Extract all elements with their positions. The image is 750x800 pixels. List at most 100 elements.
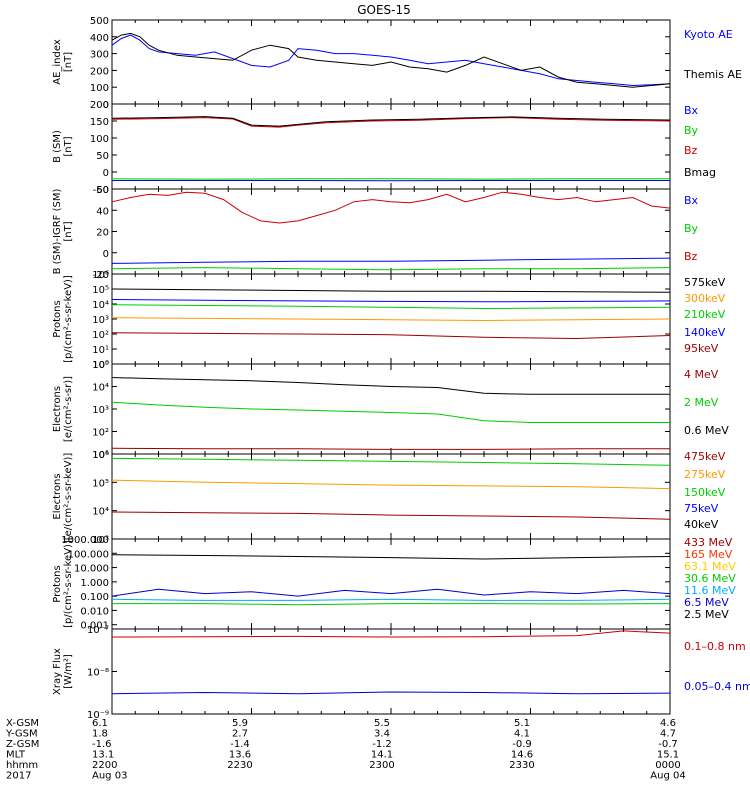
y-tick-label: 150 [90, 117, 109, 128]
series-line [111, 401, 670, 423]
footer-row-label: X-GSM [6, 718, 39, 729]
y-axis-label: Electrons [52, 386, 63, 432]
series-line [111, 691, 671, 695]
y-axis-label: [W/m²] [63, 654, 74, 689]
footer-value: 2300 [369, 760, 394, 771]
footer-value: 2330 [509, 760, 534, 771]
y-tick-label: 10⁰ [92, 360, 109, 371]
footer-value: 0000 [655, 760, 680, 771]
series-line [111, 288, 671, 293]
y-tick-label: 10⁶ [92, 270, 109, 281]
y-tick-label: 300 [90, 50, 109, 61]
series-line [111, 554, 671, 560]
legend-entry: 30.6 MeV [684, 572, 736, 585]
y-tick-label: 10⁻⁸ [87, 668, 109, 679]
legend-entry: 165 MeV [684, 548, 733, 561]
series-line [111, 630, 671, 638]
panel-6: 10³ 10⁴ 10⁵ 10⁶ Electrons [e/(cm²-s-sr-keV)] 4… [52, 450, 726, 546]
footer-value: 14.1 [371, 750, 393, 761]
y-tick-label: 10⁵ [92, 478, 109, 489]
footer-value: 4.7 [660, 729, 676, 740]
legend-entry: Kyoto AE [684, 28, 733, 41]
panel-7: 0.001 0.010 0.100 1.000 10.000 100.000 1000.00… [52, 535, 736, 632]
series-line [111, 377, 670, 395]
legend-entry: Bz [684, 250, 698, 263]
y-tick-label: -20 [93, 270, 109, 281]
legend-entry: 6.5 MeV [684, 596, 729, 609]
y-tick-label: 40 [96, 206, 109, 217]
footer-value: -0.9 [512, 739, 532, 750]
legend-entry: 95keV [684, 342, 719, 355]
series-line [111, 511, 671, 520]
legend-entry: Themis AE [683, 68, 742, 81]
y-tick-label: 0.100 [80, 592, 109, 603]
legend-entry: 575keV [684, 276, 726, 289]
series-line [111, 117, 671, 128]
y-axis-label: [p/(cm²-s-sr-keV)] [63, 275, 74, 363]
footer-value: -1.4 [230, 739, 250, 750]
series-line [111, 32, 671, 88]
footer-value: 2230 [227, 760, 252, 771]
y-tick-label: 0 [103, 168, 109, 179]
y-tick-label: 0 [103, 100, 109, 111]
legend-entry: Bz [684, 144, 698, 157]
y-axis-label: Electrons [52, 473, 63, 519]
legend-entry: 140keV [684, 326, 726, 339]
y-tick-label: 1.000 [80, 578, 109, 589]
legend-entry: 40keV [684, 518, 719, 531]
legend-entry: 4 MeV [684, 368, 719, 381]
y-axis-label: [p/(cm²-s-sr-keV)] [63, 540, 74, 628]
footer-row-label: Y-GSM [5, 729, 38, 740]
footer-value: 13.6 [229, 750, 251, 761]
series-line [111, 191, 671, 224]
panel-4: 10⁰ 10¹ 10² 10³ 10⁴ 10⁵ 10⁶ Protons [p/(cm²-s-sr… [52, 270, 726, 371]
y-axis-label: [e/(cm²-s-sr)] [63, 376, 74, 442]
series-line [111, 479, 671, 490]
series-line [111, 447, 670, 450]
legend-entry: 150keV [684, 486, 726, 499]
footer-value: 2200 [92, 760, 117, 771]
legend-entry: By [684, 222, 699, 235]
y-tick-label: 200 [90, 100, 109, 111]
footer-value: -0.7 [658, 739, 678, 750]
y-tick-label: 1000.000 [61, 535, 109, 546]
y-axis-label: B (SM) [52, 130, 63, 163]
series-line [111, 598, 671, 601]
y-axis-label: [nT] [63, 52, 74, 72]
legend-entry: 63.1 MeV [684, 560, 736, 573]
panel-2: -50 0 50 100 150 200 B (SM) [nT] Bx By Bz Bmag [52, 100, 716, 196]
y-axis-label: Protons [52, 565, 63, 602]
footer-value: 1.8 [92, 729, 108, 740]
y-tick-label: 10¹ [92, 450, 109, 461]
legend-entry: Bx [684, 104, 699, 117]
footer-row-label: MLT [6, 750, 26, 761]
y-tick-label: 10³ [92, 315, 109, 326]
footer-value: 6.1 [92, 718, 108, 729]
legend-entry: 475keV [684, 450, 726, 463]
y-tick-label: 10⁻⁹ [87, 710, 109, 721]
series-line [111, 317, 671, 322]
y-tick-label: 10⁴ [92, 383, 109, 394]
legend-entry: 0.1–0.8 nm [684, 640, 746, 653]
footer-value: -1.6 [92, 739, 112, 750]
legend-entry: 0.6 MeV [684, 424, 729, 437]
y-tick-label: 50 [96, 151, 109, 162]
y-axis-label: B (SM)-IGRF (SM) [52, 189, 63, 275]
plot-title: GOES-15 [357, 3, 411, 17]
legend-entry: 300keV [684, 292, 726, 305]
series-line [111, 299, 671, 303]
legend-entry: 275keV [684, 468, 726, 481]
footer-value: 5.9 [232, 718, 248, 729]
legend-entry: Bmag [684, 166, 716, 179]
panel-frame [111, 453, 671, 540]
panel-1: 0 100 200 300 400 500 AE_index [nT] Kyoto AE Them… [52, 16, 742, 111]
footer-value: 13.1 [92, 750, 114, 761]
footer-value: Aug 04 [650, 771, 685, 782]
series-line [111, 457, 671, 466]
footer-value: 4.1 [514, 729, 530, 740]
y-tick-label: 100.000 [68, 549, 109, 560]
legend-entry: Bx [684, 194, 699, 207]
y-axis-label: Protons [52, 300, 63, 337]
